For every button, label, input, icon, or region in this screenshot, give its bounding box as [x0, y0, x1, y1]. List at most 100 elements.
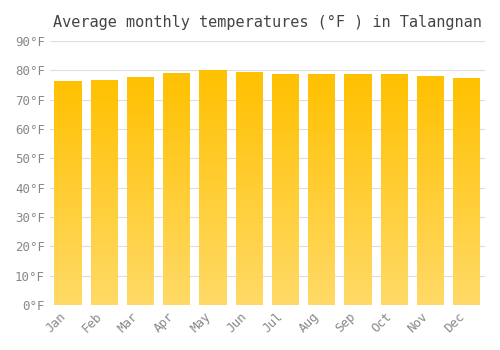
Bar: [127, 239, 154, 241]
Bar: [454, 298, 480, 301]
Bar: [236, 284, 263, 286]
Bar: [163, 180, 190, 182]
Bar: [344, 289, 372, 291]
Bar: [454, 278, 480, 280]
Bar: [163, 296, 190, 298]
Bar: [454, 183, 480, 185]
Bar: [163, 128, 190, 131]
Bar: [90, 181, 118, 183]
Bar: [417, 179, 444, 182]
Bar: [272, 129, 299, 132]
Bar: [54, 209, 82, 211]
Bar: [236, 300, 263, 303]
Bar: [272, 171, 299, 173]
Bar: [380, 231, 408, 233]
Bar: [200, 107, 226, 110]
Bar: [380, 88, 408, 90]
Bar: [163, 138, 190, 140]
Bar: [54, 296, 82, 298]
Bar: [90, 174, 118, 176]
Bar: [236, 74, 263, 76]
Bar: [163, 166, 190, 168]
Bar: [308, 217, 336, 219]
Bar: [163, 121, 190, 124]
Bar: [272, 208, 299, 210]
Bar: [200, 171, 226, 173]
Bar: [54, 301, 82, 303]
Bar: [417, 207, 444, 209]
Bar: [236, 263, 263, 265]
Bar: [163, 221, 190, 224]
Bar: [344, 187, 372, 189]
Bar: [200, 166, 226, 168]
Bar: [272, 113, 299, 116]
Bar: [272, 212, 299, 215]
Bar: [454, 287, 480, 289]
Bar: [308, 83, 336, 85]
Bar: [200, 96, 226, 98]
Bar: [308, 139, 336, 141]
Bar: [236, 139, 263, 142]
Bar: [200, 202, 226, 204]
Bar: [236, 95, 263, 97]
Bar: [200, 77, 226, 79]
Bar: [127, 81, 154, 84]
Bar: [163, 247, 190, 249]
Bar: [54, 220, 82, 222]
Bar: [454, 198, 480, 201]
Bar: [380, 178, 408, 180]
Bar: [344, 287, 372, 289]
Bar: [417, 95, 444, 97]
Bar: [308, 166, 336, 169]
Bar: [417, 134, 444, 136]
Bar: [200, 187, 226, 190]
Bar: [380, 155, 408, 157]
Bar: [308, 231, 336, 233]
Bar: [454, 117, 480, 119]
Bar: [380, 233, 408, 236]
Bar: [54, 262, 82, 265]
Bar: [90, 129, 118, 132]
Bar: [344, 233, 372, 236]
Bar: [344, 273, 372, 275]
Bar: [344, 169, 372, 171]
Bar: [454, 185, 480, 187]
Bar: [127, 303, 154, 305]
Bar: [54, 231, 82, 233]
Bar: [54, 168, 82, 170]
Bar: [200, 114, 226, 117]
Bar: [344, 104, 372, 106]
Bar: [236, 298, 263, 300]
Bar: [163, 131, 190, 133]
Bar: [272, 136, 299, 139]
Bar: [200, 126, 226, 128]
Bar: [272, 78, 299, 81]
Bar: [417, 223, 444, 225]
Bar: [90, 102, 118, 104]
Bar: [454, 126, 480, 128]
Bar: [380, 150, 408, 152]
Bar: [200, 138, 226, 140]
Bar: [236, 268, 263, 270]
Bar: [236, 116, 263, 118]
Bar: [90, 154, 118, 156]
Bar: [200, 192, 226, 194]
Bar: [308, 236, 336, 238]
Bar: [127, 216, 154, 218]
Bar: [417, 227, 444, 230]
Bar: [308, 92, 336, 95]
Bar: [200, 86, 226, 89]
Bar: [54, 121, 82, 123]
Bar: [417, 298, 444, 300]
Bar: [200, 213, 226, 216]
Bar: [90, 195, 118, 197]
Bar: [417, 85, 444, 88]
Bar: [308, 76, 336, 78]
Bar: [127, 113, 154, 116]
Bar: [380, 243, 408, 245]
Bar: [344, 282, 372, 284]
Bar: [163, 231, 190, 233]
Bar: [236, 240, 263, 242]
Bar: [54, 112, 82, 114]
Bar: [308, 296, 336, 298]
